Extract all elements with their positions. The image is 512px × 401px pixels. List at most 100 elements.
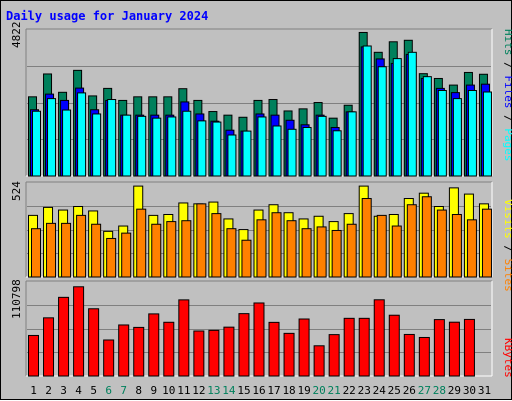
legend-pages: Pages <box>502 128 512 161</box>
pages-bar <box>362 45 372 177</box>
sites-bar <box>151 223 162 278</box>
pages-bar <box>137 115 147 177</box>
kbytes-bar <box>313 345 325 377</box>
day-label: 12 <box>192 384 205 397</box>
legend-panel2: Visits / Sites <box>502 199 512 292</box>
kbytes-bar <box>373 299 385 377</box>
pages-bar <box>407 51 417 177</box>
day-label: 27 <box>418 384 431 397</box>
kbytes-bar <box>178 299 190 377</box>
kbytes-bar <box>58 296 70 377</box>
kbytes-bar <box>43 317 55 377</box>
day-label: 20 <box>313 384 326 397</box>
sites-bar <box>76 214 87 278</box>
pages-bar <box>197 120 207 177</box>
pages-bar <box>47 98 57 177</box>
sites-bar <box>106 237 117 278</box>
kbytes-bar <box>118 324 130 377</box>
sites-bar <box>406 204 417 278</box>
panel2-ymax-label: 524 <box>10 181 23 201</box>
kbytes-bar <box>448 321 460 377</box>
kbytes-bar <box>343 317 355 377</box>
pages-bar <box>242 130 252 177</box>
kbytes-bar <box>358 317 370 377</box>
sites-bar <box>376 214 387 278</box>
day-label: 28 <box>433 384 446 397</box>
pages-bar <box>227 134 237 177</box>
pages-bar <box>422 76 432 177</box>
day-label: 4 <box>75 384 82 397</box>
pages-bar <box>92 113 102 177</box>
day-label: 15 <box>237 384 250 397</box>
kbytes-bar <box>418 336 430 377</box>
panel3-ymax-label: 110798 <box>10 279 23 319</box>
day-label: 23 <box>358 384 371 397</box>
kbytes-bar <box>253 302 265 377</box>
day-label: 17 <box>267 384 280 397</box>
pages-bar <box>332 130 342 177</box>
kbytes-bar <box>283 332 295 377</box>
day-label: 3 <box>60 384 67 397</box>
day-label: 31 <box>478 384 491 397</box>
sites-bar <box>466 219 477 278</box>
kbytes-bar <box>28 334 39 377</box>
pages-bar <box>167 116 177 177</box>
pages-bar <box>272 125 282 177</box>
kbytes-bar <box>148 313 160 377</box>
kbytes-bar <box>88 308 100 377</box>
day-label: 13 <box>207 384 220 397</box>
day-label: 21 <box>328 384 341 397</box>
sites-bar <box>31 228 41 278</box>
pages-bar <box>377 66 387 177</box>
day-label: 19 <box>297 384 310 397</box>
legend-sites: Sites <box>502 259 512 292</box>
sites-bar <box>301 228 312 278</box>
sites-bar <box>121 232 132 278</box>
sites-bar <box>241 239 252 278</box>
sites-bar <box>436 209 447 278</box>
kbytes-bar <box>463 318 475 377</box>
pages-bar <box>317 115 327 177</box>
kbytes-bar <box>163 321 175 377</box>
legend-kbytes: KBytes <box>502 338 512 378</box>
pages-bar <box>287 128 297 177</box>
day-label: 14 <box>222 384 236 397</box>
sites-bar <box>391 225 402 278</box>
day-label: 7 <box>120 384 127 397</box>
hits-files-pages-bars <box>28 31 492 177</box>
pages-bar <box>437 89 447 177</box>
pages-bar <box>77 92 87 177</box>
kbytes-bar <box>433 319 445 377</box>
kbytes-bar <box>223 326 235 377</box>
legend-panel1: Hits / Files / Pages <box>502 29 512 162</box>
sites-bar <box>331 229 342 278</box>
day-label: 9 <box>150 384 157 397</box>
pages-bar <box>32 110 41 177</box>
kbytes-bar <box>328 334 340 377</box>
kbytes-bar <box>193 330 205 377</box>
kbytes-bar <box>103 339 115 377</box>
day-label: 22 <box>343 384 356 397</box>
day-label: 24 <box>373 384 387 397</box>
pages-bar <box>452 98 462 177</box>
legend-visits: Visits <box>502 199 512 239</box>
day-label: 10 <box>162 384 175 397</box>
kbytes-bar <box>133 326 145 377</box>
sites-bar <box>361 198 372 278</box>
pages-bar <box>347 111 357 177</box>
sites-bar <box>46 222 57 278</box>
kbytes-bar <box>298 318 310 377</box>
sites-bar <box>346 223 357 278</box>
sites-bar <box>226 228 237 278</box>
kbytes-bar <box>403 333 415 377</box>
day-label: 6 <box>105 384 112 397</box>
sites-bar <box>271 212 282 278</box>
pages-bar <box>182 110 192 177</box>
day-labels: 1 2 3 4 5 6 7 8 9 10 11 12 13 14 15 16 17 18 19 20 21 22 23 24 2… <box>30 384 491 397</box>
legend-panel3: KBytes <box>502 338 512 378</box>
kbytes-bar <box>268 321 280 377</box>
day-label: 1 <box>30 384 37 397</box>
sites-bar <box>316 226 327 278</box>
pages-bar <box>257 116 267 177</box>
sites-bar <box>61 222 72 278</box>
